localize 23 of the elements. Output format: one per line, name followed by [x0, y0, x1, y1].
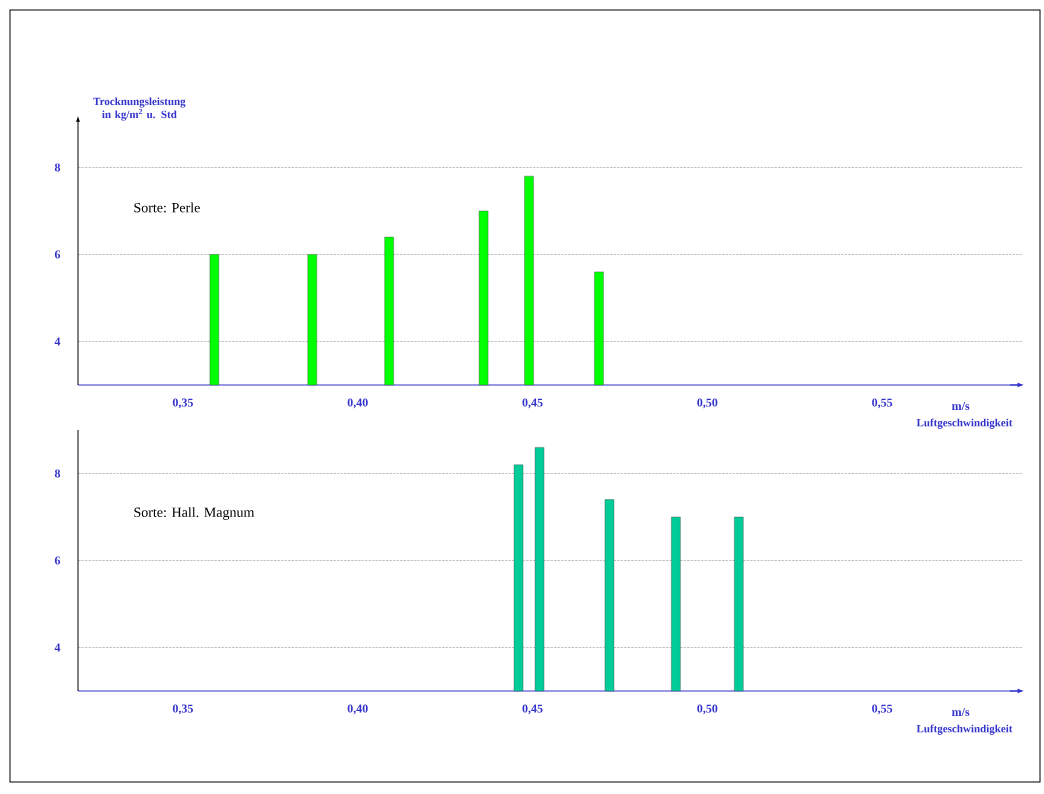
text: m/s	[951, 401, 970, 410]
x-tick-label: 0,35	[172, 704, 193, 715]
y-axis-title: Trocknungsleistung in kg/m$^{2}$ u. Std	[93, 97, 186, 121]
x-axis-title: Luftgeschwindigkeit	[916, 724, 1013, 735]
y-tick-label: 6	[54, 556, 61, 565]
y-tick-label: 4	[54, 337, 61, 346]
y-tick-label: 4	[54, 643, 61, 652]
text: m/s	[951, 707, 970, 716]
x-tick-label: 0,55	[872, 398, 893, 409]
x-tick-label: 0,45	[522, 398, 543, 409]
y-tick-label: 8	[54, 163, 61, 172]
y-tick-label: 6	[54, 250, 61, 259]
x-axis-title: Luftgeschwindigkeit	[916, 418, 1013, 429]
x-tick-label: 0,40	[347, 398, 368, 409]
x-tick-label: 0,55	[872, 704, 893, 715]
x-tick-label: 0,50	[697, 704, 718, 715]
y-tick-label: 8	[54, 469, 61, 478]
x-tick-label: 0,40	[347, 704, 368, 715]
x-tick-label: 0,50	[697, 398, 718, 409]
text: Sorte: Hall. Magnum	[134, 507, 255, 520]
x-tick-label: 0,45	[522, 704, 543, 715]
x-tick-label: 0,35	[172, 398, 193, 409]
text: Sorte: Perle	[134, 202, 200, 213]
